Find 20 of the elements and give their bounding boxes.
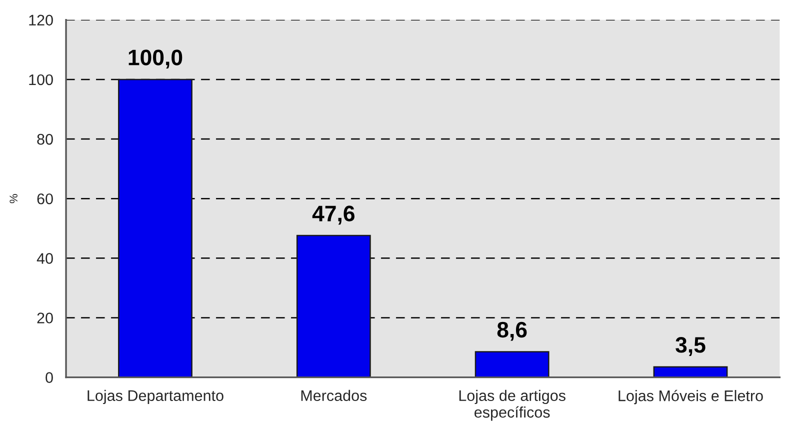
y-tick-label: 100 (29, 74, 53, 86)
y-tick-label: 20 (37, 312, 53, 324)
bar (474, 351, 550, 378)
data-label: 47,6 (312, 206, 354, 225)
x-tick-label: Lojas Departamento (88, 390, 224, 404)
y-tick-label: 60 (37, 193, 53, 204)
y-tick-label: 120 (29, 14, 53, 26)
x-tick-label: Lojas Móveis e Eletro (618, 390, 763, 404)
y-axis-title: % (10, 194, 18, 204)
x-tick-label: Lojas de artigos específicos (459, 390, 566, 421)
y-tick-label: 40 (36, 253, 53, 264)
bar (118, 78, 192, 378)
data-label: 8,6 (497, 322, 527, 341)
data-label: 3,5 (676, 337, 706, 356)
data-label: 100,0 (128, 50, 182, 69)
y-tick-label: 0 (46, 372, 53, 383)
x-tick-label: Mercados (301, 390, 367, 402)
bar (653, 366, 728, 378)
bar (296, 234, 371, 378)
y-tick-label: 80 (37, 134, 53, 145)
